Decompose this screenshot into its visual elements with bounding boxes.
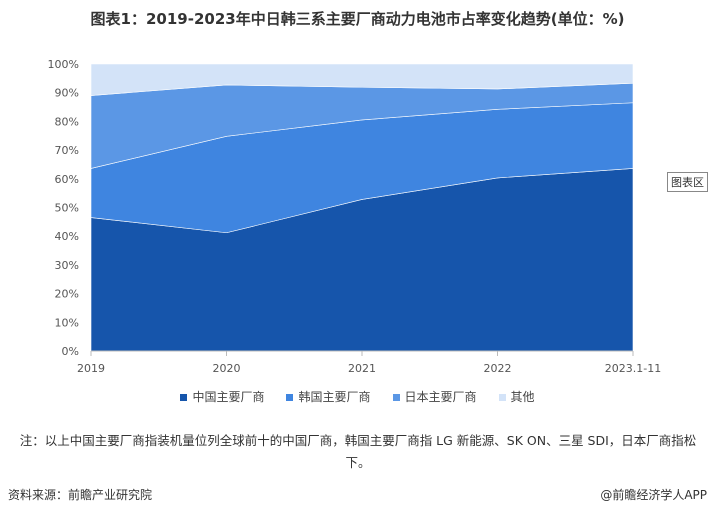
legend-item[interactable]: 日本主要厂商: [392, 388, 477, 405]
area-series-3: [90, 63, 634, 96]
y-tick-label: 60%: [55, 173, 79, 186]
brand: @前瞻经济学人APP: [600, 488, 707, 502]
chart-title: 图表1：2019-2023年中日韩三系主要厂商动力电池市占率变化趋势(单位：%): [90, 10, 625, 28]
y-tick-label: 10%: [55, 316, 79, 329]
legend: 中国主要厂商 韩国主要厂商 日本主要厂商 其他: [0, 388, 715, 405]
y-tick-label: 90%: [55, 87, 79, 100]
y-tick-label: 30%: [55, 259, 79, 272]
x-tick-label: 2022: [484, 362, 512, 375]
x-tick-label: 2019: [77, 362, 105, 375]
legend-swatch: [180, 394, 188, 401]
legend-item[interactable]: 其他: [498, 388, 535, 405]
legend-label: 日本主要厂商: [404, 390, 477, 404]
footnote: 注：以上中国主要厂商指装机量位列全球前十的中国厂商，韩国主要厂商指 LG 新能源…: [19, 433, 697, 470]
legend-label: 其他: [510, 390, 535, 404]
y-tick-label: 100%: [48, 58, 79, 71]
y-tick-label: 80%: [55, 115, 79, 128]
legend-swatch: [498, 394, 506, 401]
y-tick-label: 50%: [55, 202, 79, 215]
legend-swatch: [286, 394, 294, 401]
legend-item[interactable]: 韩国主要厂商: [286, 388, 371, 405]
y-tick-label: 40%: [55, 230, 79, 243]
x-tick-label: 2023.1-11: [605, 362, 661, 375]
x-tick-label: 2021: [348, 362, 376, 375]
y-tick-label: 0%: [62, 345, 79, 358]
source: 资料来源：前瞻产业研究院: [8, 488, 153, 502]
stacked-area-chart: 0% 10% 20% 30% 40% 50% 60% 70% 80% 90% 100% 2019 202…: [48, 58, 662, 375]
y-tick-label: 70%: [55, 144, 79, 157]
legend-label: 韩国主要厂商: [298, 390, 371, 404]
legend-swatch: [392, 394, 400, 401]
x-tick-label: 2020: [213, 362, 241, 375]
chart-area-tooltip: 图表区: [667, 172, 708, 192]
legend-item[interactable]: 中国主要厂商: [180, 388, 264, 405]
y-tick-label: 20%: [55, 288, 79, 301]
legend-label: 中国主要厂商: [192, 390, 265, 404]
